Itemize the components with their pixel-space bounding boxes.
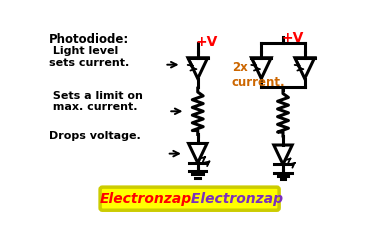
Text: Electronzap: Electronzap [186, 192, 283, 206]
Text: Electronzap: Electronzap [100, 192, 192, 206]
Text: Photodiode:: Photodiode: [49, 33, 129, 46]
Text: Light level
sets current.: Light level sets current. [49, 46, 129, 68]
Text: +V: +V [196, 35, 218, 50]
FancyBboxPatch shape [100, 187, 279, 210]
Text: 2x
current.: 2x current. [232, 61, 285, 90]
Text: Drops voltage.: Drops voltage. [49, 131, 141, 141]
Text: Sets a limit on
 max. current.: Sets a limit on max. current. [49, 91, 143, 112]
Text: +V: +V [281, 31, 304, 45]
